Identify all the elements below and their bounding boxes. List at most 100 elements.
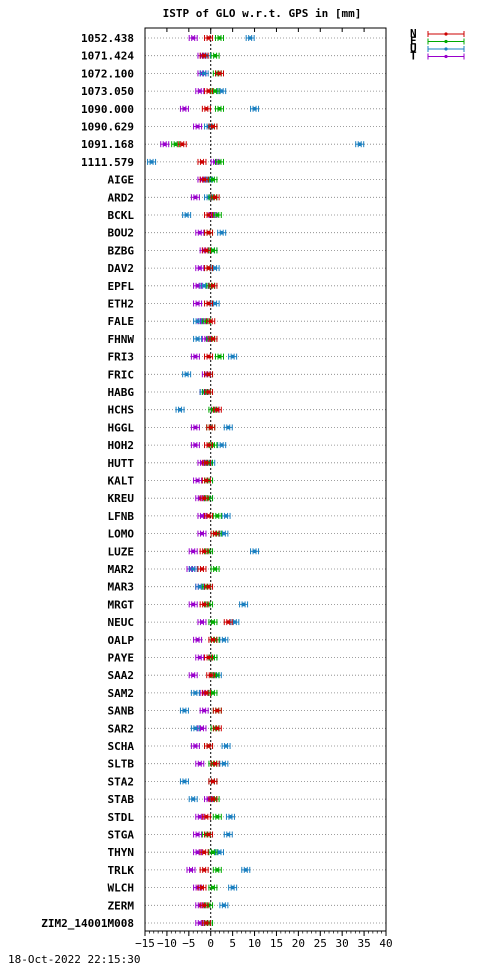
station-label: PAYE: [108, 652, 135, 665]
point-E: [210, 52, 220, 59]
x-axis: −15 −10 −5 0 5 10 15 20 25 30 35 40: [135, 28, 393, 950]
point-T: [188, 35, 198, 41]
legend-swatch: [427, 46, 465, 52]
station-label: SAM2: [108, 687, 135, 700]
point-N: [210, 194, 220, 201]
station-label: DAV2: [108, 262, 135, 275]
point-U: [199, 70, 209, 77]
chart-title: ISTP of GLO w.r.t. GPS in [mm]: [163, 7, 362, 20]
point-T: [193, 636, 203, 643]
point-E: [214, 35, 224, 41]
point-N: [204, 743, 214, 749]
point-U: [179, 707, 189, 714]
point-T: [197, 530, 207, 537]
point-T: [195, 813, 205, 820]
station-label: FHNW: [108, 333, 135, 346]
point-N: [201, 459, 211, 466]
point-N: [206, 318, 216, 325]
point-U: [219, 530, 229, 537]
station-label: STGA: [108, 829, 135, 842]
station-label: 1111.579: [81, 156, 134, 169]
station-label: MAR3: [108, 581, 135, 594]
point-N: [208, 778, 218, 785]
point-U: [179, 778, 189, 785]
station-label: STDL: [108, 811, 135, 824]
point-E: [208, 176, 218, 183]
point-U: [239, 601, 249, 608]
point-N: [214, 70, 224, 77]
point-N: [206, 672, 216, 679]
station-label: HGGL: [108, 421, 135, 434]
plot-frame: [144, 27, 387, 932]
x-tick-label: 35: [357, 937, 370, 950]
station-label: ZERM: [108, 899, 135, 912]
point-E: [214, 105, 224, 112]
point-N: [199, 601, 209, 608]
data-marks: [147, 35, 365, 926]
point-T: [188, 601, 198, 608]
point-E: [214, 158, 224, 165]
point-T: [195, 265, 205, 272]
point-U: [219, 902, 229, 909]
point-U: [190, 689, 200, 696]
station-label: 1073.050: [81, 85, 134, 98]
station-label: 1052.438: [81, 32, 134, 45]
point-N: [199, 849, 209, 856]
legend-label: T: [410, 50, 417, 63]
station-label: BOU2: [108, 227, 135, 240]
station-label: FALE: [108, 315, 135, 328]
station-label: KALT: [108, 475, 135, 488]
x-tick-label: −10: [157, 937, 177, 950]
station-label: ZIM2_14001M008: [41, 917, 134, 930]
point-N: [199, 866, 209, 873]
point-N: [204, 212, 214, 218]
point-N: [208, 282, 218, 289]
point-N: [197, 884, 207, 891]
x-tick-label: −15: [135, 937, 155, 950]
x-tick-label: 40: [379, 937, 392, 950]
point-U: [217, 442, 227, 449]
point-U: [228, 353, 238, 360]
station-label: LOMO: [108, 528, 135, 541]
station-label: LUZE: [108, 545, 135, 558]
point-T: [190, 353, 200, 360]
point-N: [201, 920, 211, 926]
point-U: [355, 141, 365, 148]
legend-label: U: [410, 42, 417, 55]
point-T: [195, 654, 205, 661]
point-N: [204, 512, 214, 519]
station-label: MRGT: [108, 598, 135, 611]
point-N: [204, 88, 214, 95]
station-label: EPFL: [108, 280, 135, 293]
point-N: [204, 371, 214, 378]
x-tick-label: 15: [270, 937, 283, 950]
point-N: [208, 335, 218, 342]
point-E: [208, 689, 218, 696]
station-label: ARD2: [108, 191, 135, 204]
point-N: [208, 636, 218, 643]
point-N: [212, 725, 222, 732]
point-N: [212, 406, 222, 413]
point-N: [212, 707, 222, 714]
x-tick-label: 0: [207, 937, 214, 950]
point-N: [210, 760, 220, 767]
station-label: KREU: [108, 492, 135, 505]
point-N: [201, 247, 211, 254]
point-U: [250, 105, 260, 112]
station-labels: 1052.438 1071.424 1072.100 1073.050 1090.000…: [41, 32, 134, 930]
point-T: [193, 831, 203, 838]
station-label: AIGE: [108, 174, 135, 187]
station-label: 1072.100: [81, 67, 134, 80]
station-label: OALP: [108, 634, 135, 647]
point-E: [212, 212, 222, 218]
point-E: [208, 247, 218, 254]
station-label: HABG: [108, 386, 135, 399]
point-N: [204, 35, 214, 41]
point-E: [208, 619, 218, 626]
point-U: [221, 512, 231, 519]
point-U: [228, 884, 238, 891]
point-N: [201, 813, 211, 820]
x-tick-label: 5: [229, 937, 236, 950]
point-N: [208, 796, 218, 803]
